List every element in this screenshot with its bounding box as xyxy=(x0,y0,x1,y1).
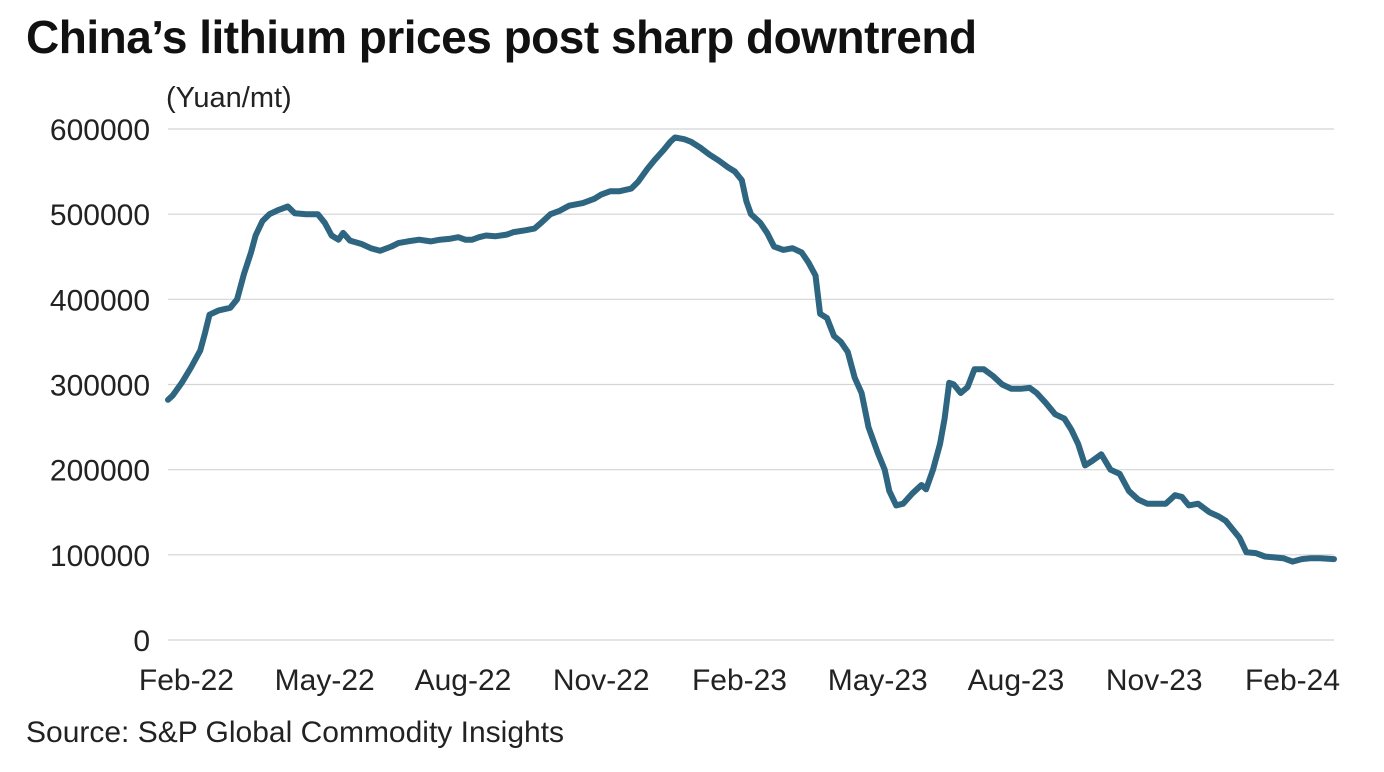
y-axis-unit-label: (Yuan/mt) xyxy=(166,82,292,114)
series-line-lithium-price xyxy=(165,134,1337,565)
x-tick-label: Nov-22 xyxy=(553,664,650,697)
chart-title: China’s lithium prices post sharp downtr… xyxy=(26,11,977,63)
source-note: Source: S&P Global Commodity Insights xyxy=(26,716,565,749)
x-axis-tick-labels: Feb-22 May-22 Aug-22 Nov-22 Feb-23 May-23 Aug-… xyxy=(139,664,1340,697)
gridlines xyxy=(168,128,1334,641)
y-tick-label: 200000 xyxy=(50,455,150,488)
y-tick-label: 500000 xyxy=(50,199,150,232)
y-axis-tick-labels: 0 100000 200000 300000 400000 500000 600000 xyxy=(50,114,150,658)
y-tick-label: 400000 xyxy=(50,284,150,317)
y-tick-label: 300000 xyxy=(50,370,150,403)
x-tick-label: Feb-22 xyxy=(139,664,234,697)
x-tick-label: Feb-23 xyxy=(692,664,787,697)
x-tick-label: Aug-23 xyxy=(968,664,1065,697)
y-tick-label: 0 xyxy=(133,625,150,658)
x-tick-label: May-23 xyxy=(828,664,928,697)
y-tick-label: 600000 xyxy=(50,114,150,147)
x-tick-label: Nov-23 xyxy=(1106,664,1203,697)
x-tick-label: Aug-22 xyxy=(415,664,512,697)
y-tick-label: 100000 xyxy=(50,540,150,573)
x-tick-label: May-22 xyxy=(275,664,375,697)
x-tick-label: Feb-24 xyxy=(1245,664,1340,697)
